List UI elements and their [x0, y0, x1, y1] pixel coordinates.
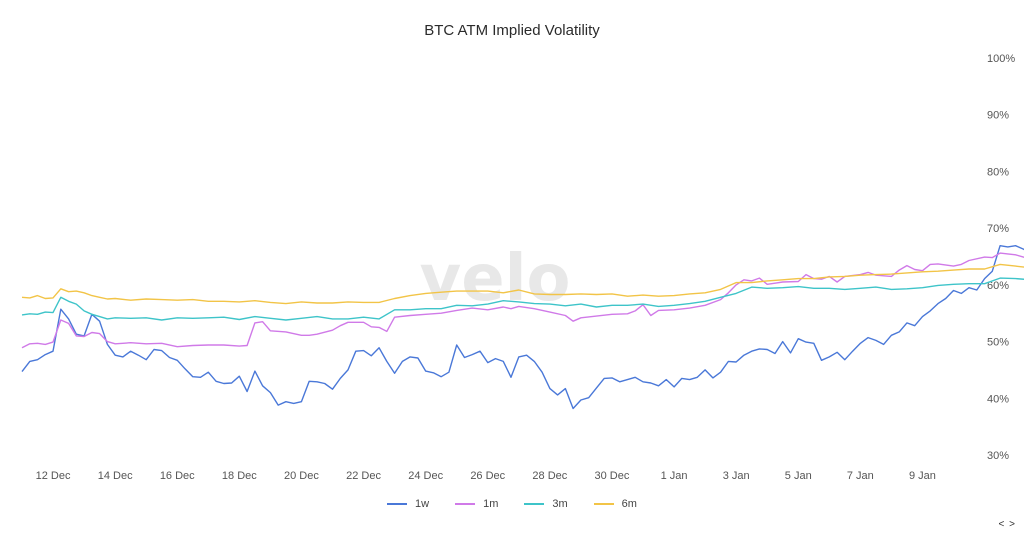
legend-swatch [593, 503, 614, 505]
x-tick-label: 20 Dec [284, 470, 319, 482]
y-tick-label: 70% [987, 223, 1009, 235]
series-layer [21, 244, 1024, 410]
legend-item-3m[interactable]: 3m [524, 498, 568, 510]
y-tick-label: 100% [987, 53, 1015, 65]
x-tick-label: 22 Dec [346, 470, 381, 482]
legend-label: 6m [621, 498, 637, 510]
legend-label: 1w [415, 498, 430, 510]
series-line-1w [21, 244, 1024, 410]
x-tick-label: 5 Jan [785, 470, 812, 482]
y-tick-label: 40% [987, 393, 1009, 405]
legend: 1w 1m 3m 6m [0, 498, 1024, 510]
y-tick-label: 90% [987, 110, 1009, 122]
x-tick-label: 3 Jan [723, 470, 750, 482]
x-tick-label: 14 Dec [98, 470, 133, 482]
series-line-6m [21, 263, 1024, 305]
x-tick-label: 18 Dec [222, 470, 257, 482]
y-tick-label: 80% [987, 166, 1009, 178]
legend-swatch [455, 503, 476, 505]
x-tick-label: 28 Dec [532, 470, 567, 482]
series-line-1m [21, 252, 1024, 349]
legend-label: 3m [552, 498, 568, 510]
legend-item-1m[interactable]: 1m [455, 498, 498, 510]
y-tick-label: 60% [987, 280, 1009, 292]
legend-item-1w[interactable]: 1w [387, 498, 429, 510]
y-tick-label: 50% [987, 337, 1009, 349]
y-tick-label: 30% [987, 450, 1009, 462]
watermark-logo: velo [419, 242, 570, 316]
y-axis: 30% 40% 50% 60% 70% 80% 90% 100% [987, 53, 1015, 462]
x-tick-label: 16 Dec [160, 470, 195, 482]
x-axis: 12 Dec 14 Dec 16 Dec 18 Dec 20 Dec 22 Dec 24 D… [36, 470, 936, 482]
legend-label: 1m [483, 498, 499, 510]
x-tick-label: 26 Dec [470, 470, 505, 482]
x-tick-label: 24 Dec [408, 470, 443, 482]
x-tick-label: 30 Dec [595, 470, 630, 482]
corner-nav-arrows[interactable]: < > [998, 519, 1016, 530]
legend-swatch [387, 503, 408, 505]
x-tick-label: 7 Jan [847, 470, 874, 482]
series-line-3m [21, 277, 1024, 321]
chart-title: BTC ATM Implied Volatility [424, 22, 600, 39]
x-tick-label: 9 Jan [909, 470, 936, 482]
legend-item-6m[interactable]: 6m [593, 498, 637, 510]
x-tick-label: 1 Jan [661, 470, 688, 482]
legend-swatch [524, 503, 545, 505]
x-tick-label: 12 Dec [36, 470, 71, 482]
